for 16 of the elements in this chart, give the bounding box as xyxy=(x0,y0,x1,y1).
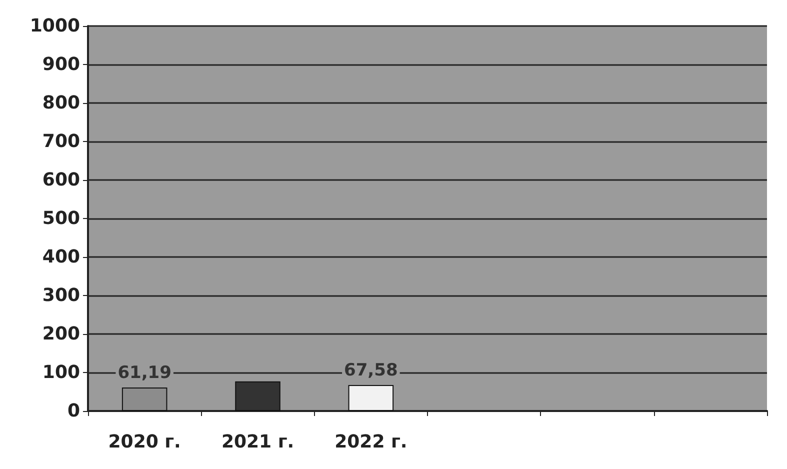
y-tick-label: 0 xyxy=(67,400,80,422)
y-tick-label: 600 xyxy=(42,170,80,190)
y-tick-label: 700 xyxy=(42,131,80,152)
y-tick-label: 400 xyxy=(42,246,80,268)
y-tick-label: 500 xyxy=(42,208,80,229)
x-tick-label: 2021 г. xyxy=(221,432,294,452)
data-label: 61,19 xyxy=(118,362,172,383)
y-tick-label: 100 xyxy=(42,362,80,383)
y-tick-label: 800 xyxy=(42,92,80,114)
data-label: 67,58 xyxy=(344,360,398,380)
y-tick-label: 200 xyxy=(42,324,80,344)
y-tick-label: 900 xyxy=(42,54,80,75)
y-tick-label: 300 xyxy=(42,285,80,306)
y-tick-label: 1000 xyxy=(30,16,80,36)
x-tick-label: 2020 г. xyxy=(108,432,181,452)
x-tick-label: 2022 г. xyxy=(334,432,408,452)
